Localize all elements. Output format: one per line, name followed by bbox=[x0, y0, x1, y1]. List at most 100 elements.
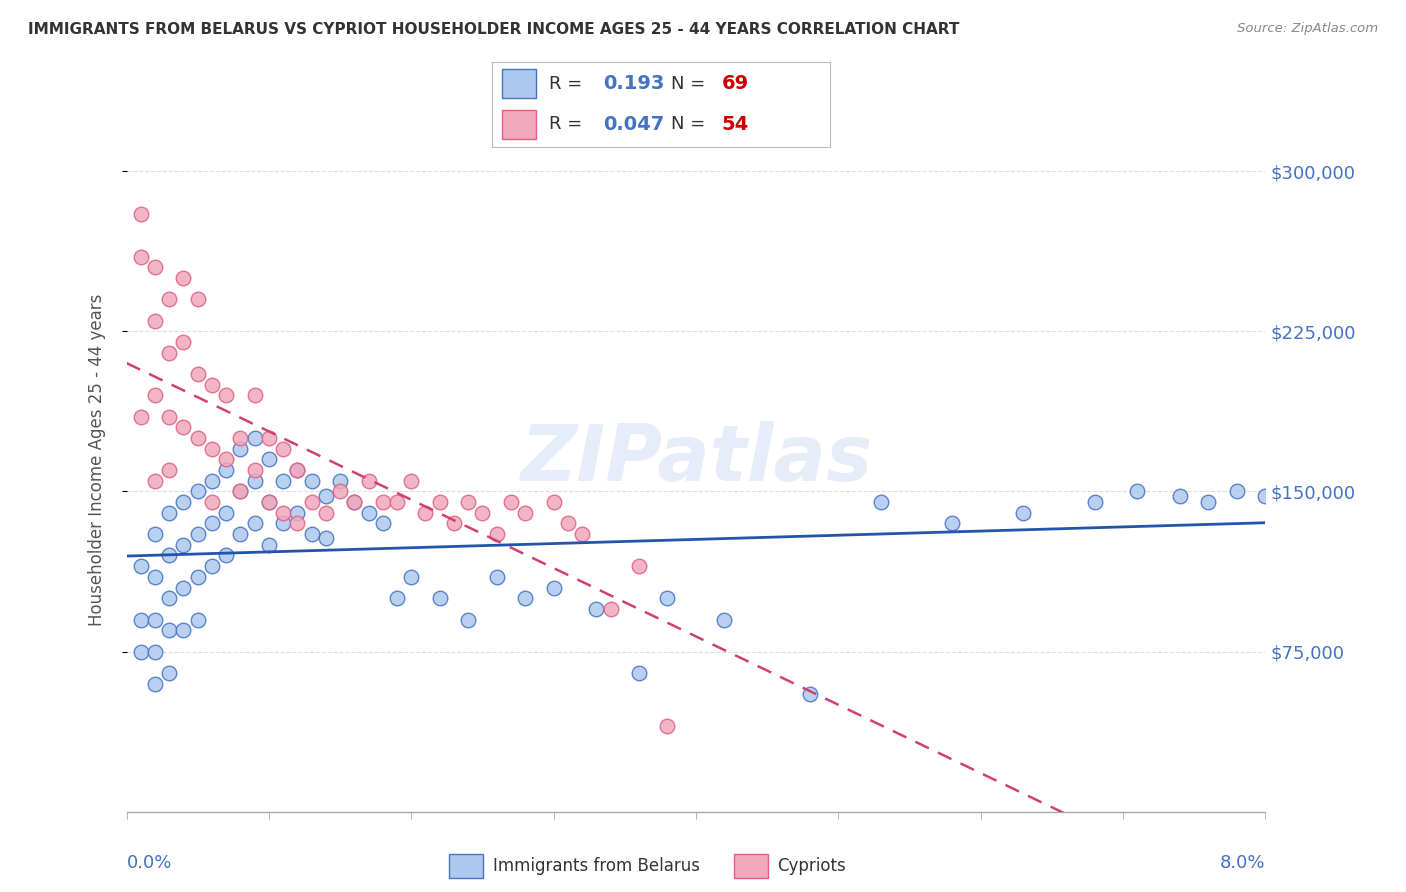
Point bbox=[585, 602, 607, 616]
Point bbox=[187, 292, 209, 306]
Point bbox=[257, 538, 280, 552]
Point bbox=[271, 442, 294, 456]
Point bbox=[201, 516, 224, 531]
Point bbox=[271, 516, 294, 531]
Point bbox=[187, 613, 209, 627]
Text: Cypriots: Cypriots bbox=[778, 857, 846, 875]
Point bbox=[129, 207, 152, 221]
Point bbox=[385, 495, 408, 509]
Point bbox=[257, 495, 280, 509]
Point bbox=[143, 388, 166, 402]
Point bbox=[799, 687, 821, 701]
Text: 0.193: 0.193 bbox=[603, 74, 665, 93]
Point bbox=[599, 602, 621, 616]
Point bbox=[343, 495, 366, 509]
Bar bbox=[502, 110, 536, 139]
Point bbox=[143, 613, 166, 627]
Point bbox=[485, 570, 508, 584]
Point bbox=[628, 665, 651, 680]
Point bbox=[287, 463, 309, 477]
Point bbox=[157, 409, 180, 424]
Point bbox=[371, 516, 394, 531]
Point bbox=[385, 591, 408, 606]
Point bbox=[215, 549, 238, 563]
Point bbox=[172, 271, 194, 285]
Point bbox=[287, 463, 309, 477]
Point bbox=[157, 549, 180, 563]
Point bbox=[215, 463, 238, 477]
Point bbox=[143, 527, 166, 541]
Point bbox=[243, 388, 266, 402]
Point bbox=[471, 506, 494, 520]
Text: 0.047: 0.047 bbox=[603, 115, 665, 134]
Bar bbox=[450, 855, 484, 878]
Point bbox=[215, 452, 238, 467]
Point bbox=[143, 474, 166, 488]
Point bbox=[187, 431, 209, 445]
Point bbox=[143, 313, 166, 327]
Point bbox=[343, 495, 366, 509]
Point bbox=[215, 388, 238, 402]
Point bbox=[157, 345, 180, 359]
Point bbox=[1254, 489, 1277, 503]
Text: 8.0%: 8.0% bbox=[1220, 854, 1265, 872]
Point bbox=[129, 409, 152, 424]
Point bbox=[129, 250, 152, 264]
Point bbox=[628, 559, 651, 574]
Point bbox=[229, 442, 252, 456]
Point bbox=[157, 463, 180, 477]
Text: 69: 69 bbox=[721, 74, 748, 93]
Text: 0.0%: 0.0% bbox=[127, 854, 172, 872]
Point bbox=[172, 581, 194, 595]
Point bbox=[657, 591, 679, 606]
Point bbox=[143, 260, 166, 275]
Point bbox=[429, 495, 451, 509]
Point bbox=[415, 506, 437, 520]
Point bbox=[499, 495, 522, 509]
Point bbox=[941, 516, 963, 531]
Point bbox=[243, 474, 266, 488]
Point bbox=[143, 570, 166, 584]
Point bbox=[301, 527, 323, 541]
Point bbox=[870, 495, 893, 509]
Point bbox=[713, 613, 735, 627]
Point bbox=[543, 581, 565, 595]
Point bbox=[1168, 489, 1191, 503]
Point bbox=[243, 431, 266, 445]
Point bbox=[172, 538, 194, 552]
Point bbox=[315, 532, 337, 546]
Point bbox=[357, 474, 380, 488]
Point bbox=[229, 484, 252, 499]
Point bbox=[129, 559, 152, 574]
Text: N =: N = bbox=[671, 115, 711, 133]
Point bbox=[257, 495, 280, 509]
Point bbox=[257, 431, 280, 445]
Point bbox=[515, 506, 537, 520]
Text: R =: R = bbox=[550, 115, 589, 133]
Point bbox=[129, 644, 152, 658]
Point bbox=[557, 516, 579, 531]
Point bbox=[329, 484, 352, 499]
Point bbox=[201, 495, 224, 509]
Point bbox=[187, 527, 209, 541]
Point bbox=[172, 420, 194, 434]
Point bbox=[401, 570, 423, 584]
Point bbox=[157, 591, 180, 606]
Point bbox=[187, 484, 209, 499]
Text: Immigrants from Belarus: Immigrants from Belarus bbox=[492, 857, 700, 875]
Point bbox=[157, 506, 180, 520]
Point bbox=[1226, 484, 1249, 499]
Point bbox=[287, 516, 309, 531]
Point bbox=[1126, 484, 1149, 499]
Point bbox=[157, 665, 180, 680]
Point bbox=[429, 591, 451, 606]
Point bbox=[201, 559, 224, 574]
Point bbox=[1084, 495, 1107, 509]
Point bbox=[485, 527, 508, 541]
Y-axis label: Householder Income Ages 25 - 44 years: Householder Income Ages 25 - 44 years bbox=[87, 293, 105, 625]
Point bbox=[515, 591, 537, 606]
Point bbox=[201, 442, 224, 456]
Point bbox=[172, 334, 194, 349]
Point bbox=[201, 474, 224, 488]
Point bbox=[129, 613, 152, 627]
